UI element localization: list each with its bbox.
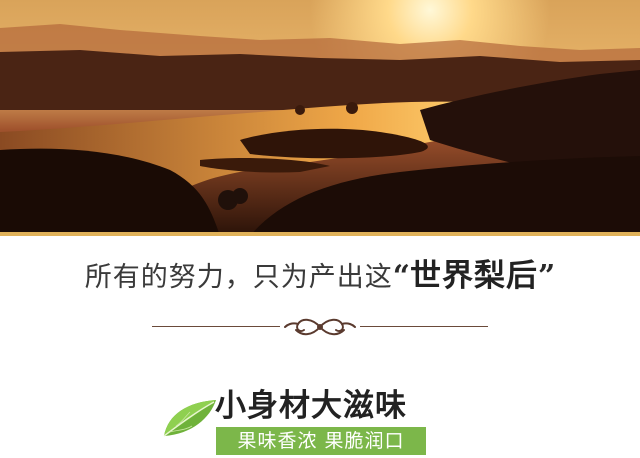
ornament-scroll-icon: [284, 318, 356, 336]
divider-line-right: [360, 326, 488, 327]
feature-title: 小身材大滋味: [215, 388, 407, 424]
sunset-river-photo: [0, 0, 640, 236]
headline-lead: 所有的努力，只为产出这: [84, 262, 393, 293]
divider-line-left: [152, 326, 280, 327]
photo-bottom-border: [0, 232, 640, 236]
brand-name: 世界梨后: [410, 258, 538, 294]
green-leaf-icon: [162, 396, 218, 444]
headline: 所有的努力，只为产出这“世界梨后”: [0, 250, 640, 295]
ornament-divider: [152, 314, 488, 340]
feature-tagline: 果味香浓 果脆润口: [216, 427, 426, 455]
close-quote: ”: [538, 259, 556, 294]
open-quote: “: [392, 259, 410, 294]
